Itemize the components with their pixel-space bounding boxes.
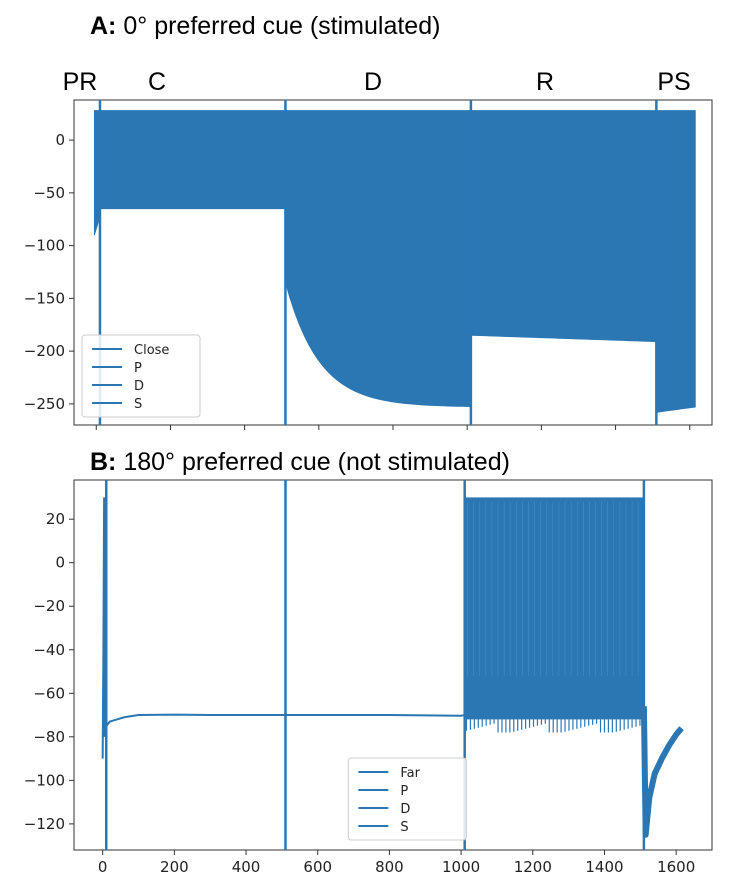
legend-entry: Close [134,343,169,358]
trace-group [94,110,696,413]
voltage-envelope-segment [285,110,472,407]
y-tick-label: −80 [33,728,65,746]
panel-b-title: B: 180° preferred cue (not stimulated) [90,448,510,476]
y-tick-label: −40 [33,641,65,659]
voltage-envelope-segment [98,110,286,210]
legend-entry: P [400,784,408,799]
y-tick-label: −100 [24,237,65,255]
y-tick-label: −200 [24,342,65,360]
voltage-envelope-segment [470,110,657,343]
legend-entry: D [400,802,410,817]
phase-label-pr: PR [63,68,98,96]
x-tick-label: 1000 [442,858,480,876]
panel-a-title: A: 0° preferred cue (stimulated) [90,12,440,40]
legend-entry: S [134,397,142,412]
phase-label-r: R [536,68,554,96]
x-tick-label: 1200 [514,858,552,876]
voltage-trace [101,497,465,759]
voltage-envelope-segment [655,110,696,413]
legend-box [347,757,467,841]
panel-a-plot: 0 −50 −100 −150 −200 −250 Close PDS [24,99,713,430]
y-tick-label: −250 [24,395,65,413]
phase-label-ps: PS [657,68,690,96]
y-tick-label: −50 [33,184,65,202]
voltage-envelope-segment [94,110,100,236]
legend-entry: D [134,379,144,394]
x-tick-label: 400 [232,858,261,876]
phase-label-c: C [148,68,166,96]
spike-burst-texture [467,501,639,676]
phase-label-d: D [364,68,382,96]
legend-entry: Far [400,766,420,781]
trace-group [101,497,684,838]
x-tick-label: 0 [98,858,108,876]
y-tick-label: −120 [24,815,65,833]
y-tick-label: 20 [46,510,65,528]
spike-burst [464,497,644,720]
legend-box [81,334,201,418]
y-tick-label: −60 [33,684,65,702]
y-tick-label: 0 [55,131,65,149]
panel-b-plot: 200−20−40−60−80−100−1200 200 400 600 800 1000… [24,479,713,876]
y-tick-label: 0 [55,554,65,572]
legend-entry: S [400,820,408,835]
legend-entry: P [134,361,142,376]
plot-frame [73,479,713,851]
y-tick-label: −100 [24,771,65,789]
recovery-trace [640,706,684,838]
y-tick-label: −150 [24,289,65,307]
x-tick-label: 1600 [657,858,695,876]
spike-burst-edge [465,719,641,733]
x-tick-label: 600 [303,858,332,876]
y-tick-label: −20 [33,597,65,615]
x-tick-label: 1400 [585,858,623,876]
x-tick-label: 800 [375,858,404,876]
x-tick-label: 200 [160,858,189,876]
